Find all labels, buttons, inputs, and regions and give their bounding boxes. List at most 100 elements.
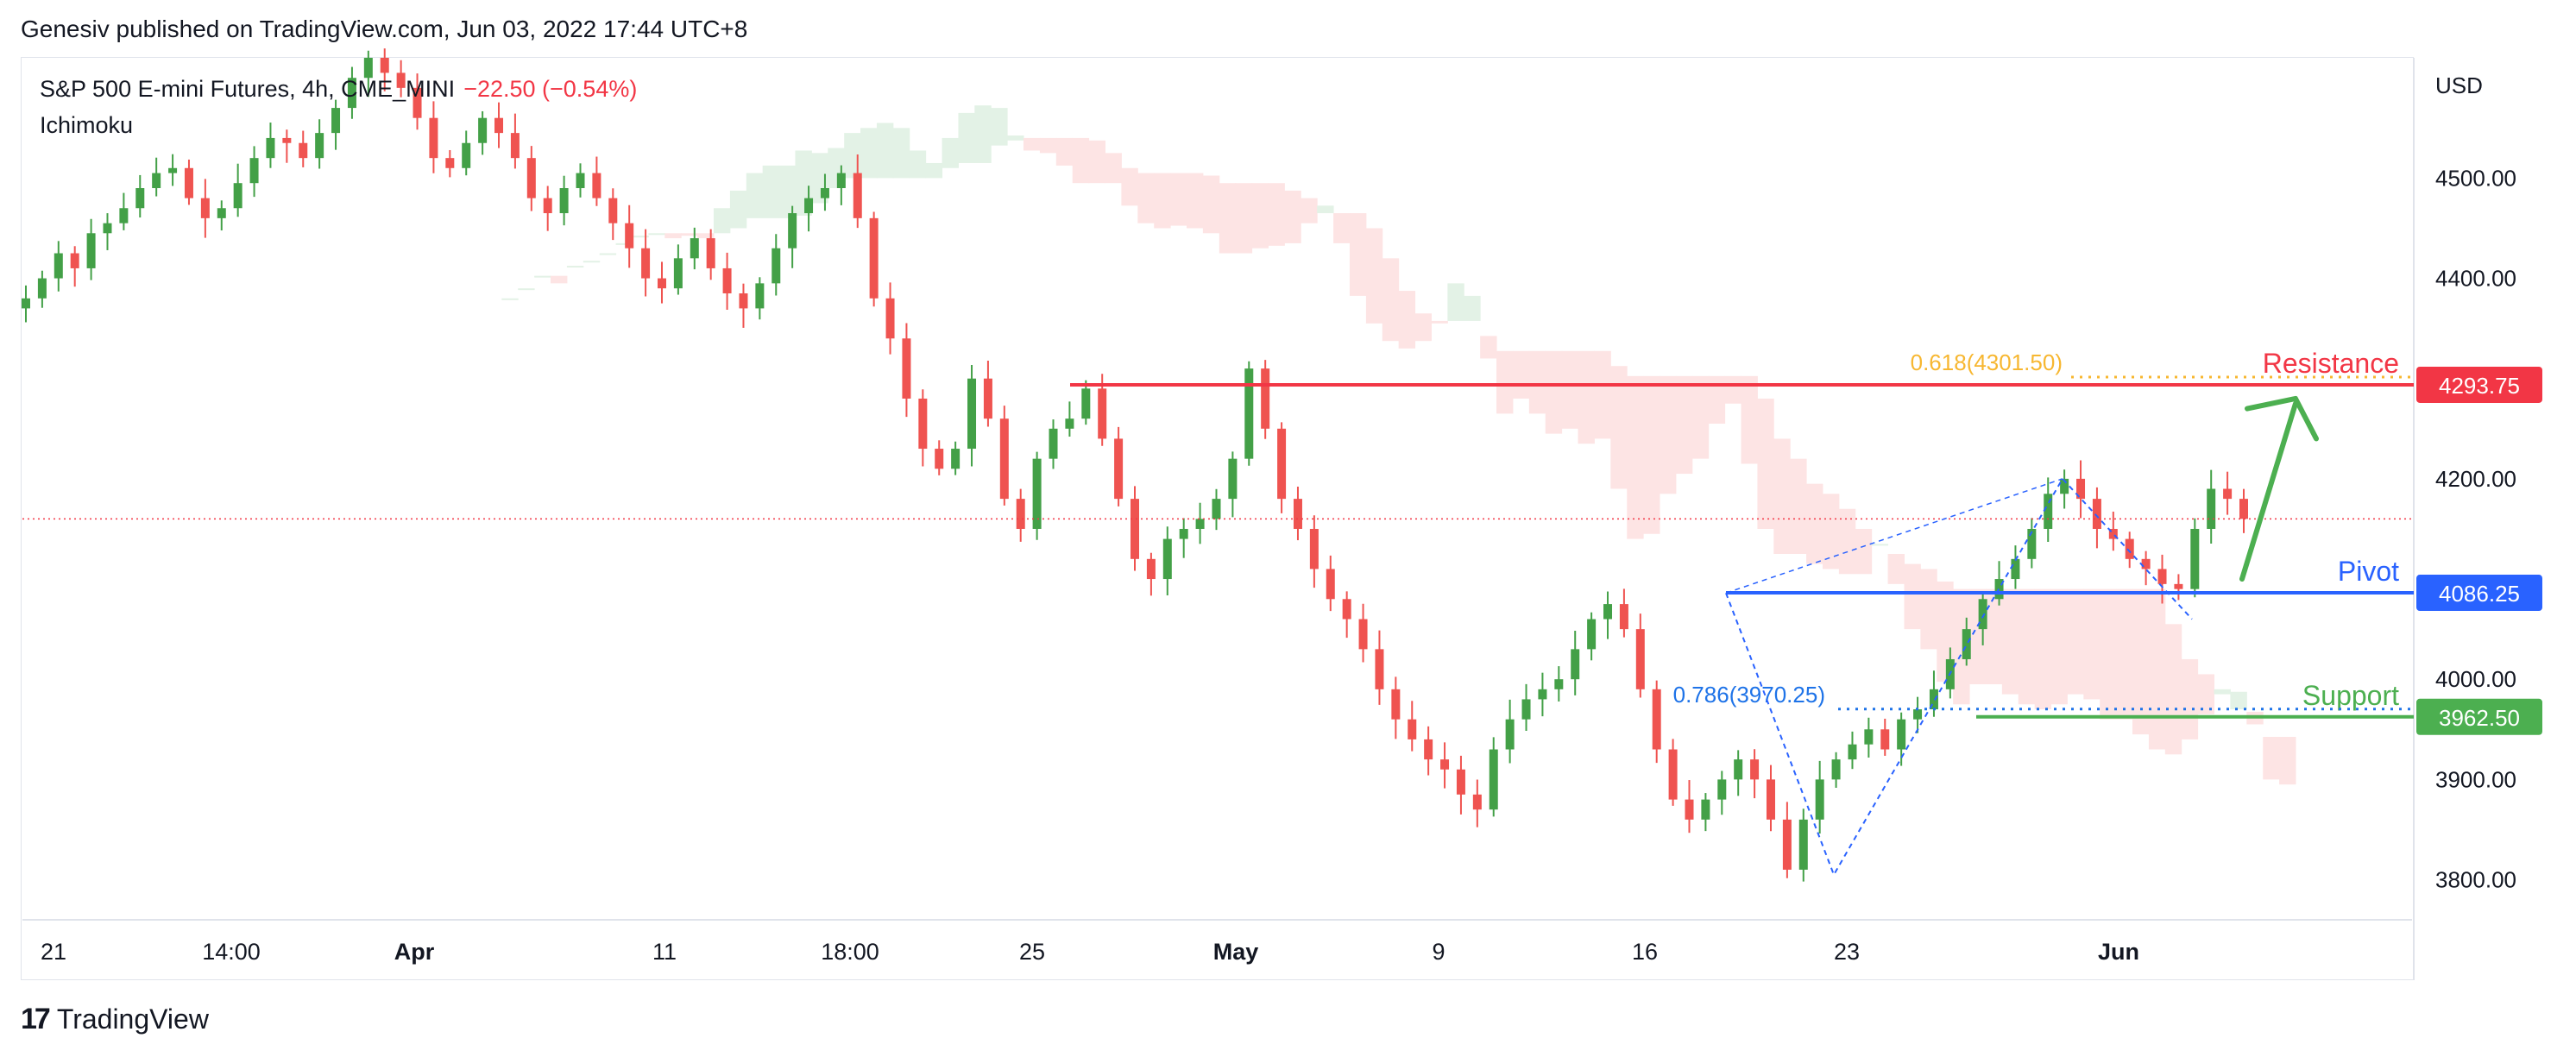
candle-body	[772, 248, 781, 284]
ichimoku-cloud-segment	[1691, 375, 1710, 459]
candle-body	[1880, 729, 1890, 750]
ichimoku-cloud-segment	[1822, 494, 1840, 569]
candle-body	[1391, 689, 1401, 720]
candle-body	[885, 298, 895, 339]
projection-arrowhead-icon	[2245, 395, 2319, 442]
time-tick-label: Apr	[394, 939, 435, 965]
ichimoku-cloud-segment	[697, 233, 715, 239]
candle-body	[1293, 499, 1302, 529]
symbol-legend[interactable]: S&P 500 E-mini Futures, 4h, CME_MINI −22.…	[40, 76, 637, 103]
symbol-name: S&P 500 E-mini Futures, 4h, CME_MINI	[40, 76, 456, 102]
candle-body	[1668, 749, 1678, 800]
ichimoku-cloud-segment	[1039, 137, 1057, 154]
ichimoku-cloud-segment	[1480, 336, 1497, 359]
candle-body	[1032, 458, 1042, 529]
candle-body	[967, 378, 977, 450]
candle-body	[184, 167, 193, 198]
ichimoku-cloud-segment	[1855, 528, 1873, 575]
candle-body	[2239, 499, 2248, 519]
ichimoku-cloud-segment	[1937, 581, 1954, 683]
candle-body	[1848, 744, 1857, 760]
ichimoku-cloud-segment	[892, 128, 910, 179]
candle-body	[576, 173, 585, 189]
tradingview-logo-icon: 17	[21, 1003, 51, 1035]
candle-body	[429, 117, 438, 159]
candle-body	[1098, 388, 1107, 439]
candle-body	[690, 238, 699, 259]
candle-body	[1619, 604, 1628, 630]
candle-body	[526, 158, 536, 198]
ichimoku-cloud-segment	[1838, 508, 1856, 575]
ichimoku-cloud-segment	[1317, 205, 1334, 214]
ichimoku-cloud-segment	[1121, 167, 1138, 206]
ichimoku-cloud-segment	[1187, 173, 1204, 229]
ichimoku-cloud-segment	[1072, 137, 1090, 184]
candle-body	[1750, 759, 1760, 780]
candle-body	[1798, 819, 1808, 870]
projection-arrow-icon	[2239, 400, 2298, 582]
candle-body	[462, 142, 471, 168]
ichimoku-cloud-segment	[501, 298, 519, 300]
candle-body	[608, 198, 618, 223]
candle-body	[1734, 759, 1743, 780]
ichimoku-cloud-segment	[1512, 350, 1530, 399]
price-tag-text: 4086.25	[2439, 581, 2520, 607]
candle-body	[494, 117, 504, 134]
candle-body	[1521, 699, 1531, 720]
time-tick-label: 25	[1019, 939, 1045, 965]
price-tick-label: 4000.00	[2435, 666, 2516, 692]
candle-body	[1701, 799, 1710, 820]
ichimoku-cloud-segment	[876, 123, 894, 179]
harmonic-pattern-diagonal	[1725, 478, 2063, 595]
ichimoku-cloud-segment	[1301, 198, 1318, 223]
candle-body	[233, 183, 242, 209]
time-tick-label: May	[1213, 939, 1259, 965]
candle-body	[2174, 583, 2183, 589]
candle-body	[152, 173, 161, 189]
price-tick-label: 4200.00	[2435, 466, 2516, 492]
candle-body	[543, 198, 552, 214]
price-tag-pivot: 4086.25	[2416, 575, 2542, 612]
candle-body	[37, 278, 47, 299]
candle-body	[200, 198, 210, 218]
time-tick-label: 23	[1834, 939, 1860, 965]
candle-body	[363, 58, 373, 79]
time-tick-label: 21	[41, 939, 66, 965]
ichimoku-cloud-segment	[1137, 173, 1155, 223]
candle-body	[2044, 494, 2053, 529]
candle-body	[1065, 418, 1074, 429]
candle-body	[1456, 769, 1465, 795]
ichimoku-cloud-segment	[1496, 350, 1514, 414]
candle-body	[1244, 368, 1254, 459]
candle-body	[739, 293, 748, 309]
candle-body	[396, 72, 406, 88]
ichimoku-cloud-segment	[942, 137, 959, 168]
candle-body	[1929, 689, 1938, 710]
candle-body	[1815, 779, 1824, 820]
candle-body	[1864, 729, 1874, 745]
ichimoku-cloud-segment	[1741, 375, 1758, 464]
candle-body	[1375, 649, 1384, 689]
ichimoku-cloud-segment	[2214, 689, 2231, 695]
candle-body	[722, 267, 732, 293]
ichimoku-cloud-segment	[844, 133, 861, 179]
candle-body	[1994, 579, 2004, 600]
ichimoku-cloud-segment	[958, 112, 975, 163]
candle-body	[1489, 749, 1498, 810]
candle-body	[1342, 599, 1351, 620]
ichimoku-cloud-segment	[1007, 135, 1024, 141]
candle-body	[2076, 478, 2086, 500]
candle-body	[902, 338, 911, 399]
ichimoku-cloud-segment	[1528, 350, 1546, 414]
ichimoku-cloud-segment	[1414, 313, 1432, 342]
indicator-legend[interactable]: Ichimoku	[40, 112, 134, 138]
candle-body	[1472, 794, 1482, 810]
price-tag-resistance: 4293.75	[2416, 366, 2542, 403]
harmonic-pattern-line	[1725, 477, 2193, 878]
ichimoku-cloud-segment	[1398, 291, 1416, 349]
ichimoku-cloud-segment	[1333, 213, 1351, 243]
time-tick-label: 14:00	[202, 939, 261, 965]
candle-body	[103, 223, 112, 234]
tradingview-brand[interactable]: 17 TradingView	[21, 1003, 209, 1036]
